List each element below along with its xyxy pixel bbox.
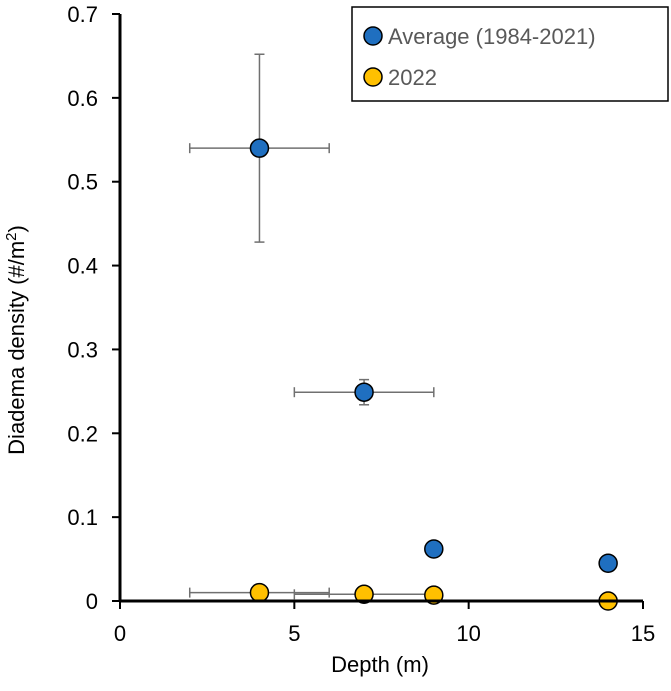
y-tick-label-7: 0.7	[67, 2, 98, 27]
legend-box	[351, 6, 669, 102]
axes	[118, 14, 643, 603]
data-point-s1-p0	[249, 582, 270, 603]
legend-marker-2022	[363, 67, 383, 87]
x-tick-label-0: 0	[114, 621, 126, 646]
data-point-s1-p1	[354, 584, 374, 605]
y-tick-label-6: 0.6	[67, 86, 98, 111]
y-tick-label-2: 0.2	[67, 421, 98, 446]
data-point-s0-p1	[354, 382, 374, 402]
y-tick-label-5: 0.5	[67, 170, 98, 195]
x-tick-label-2: 10	[456, 621, 480, 646]
error-bars	[188, 53, 435, 600]
data-point-s0-p2	[424, 539, 444, 559]
y-tick-label-1: 0.1	[67, 505, 98, 530]
y-axis-title: Diadema density (#/m2)	[3, 225, 29, 455]
y-tick-label-4: 0.4	[67, 254, 98, 279]
y-axis-title-main: Diadema density (#/m	[4, 241, 29, 455]
y-tick-label-0: 0	[86, 589, 98, 614]
data-points	[249, 138, 618, 611]
data-point-s0-p0	[249, 138, 270, 158]
y-axis-title-end: )	[4, 225, 29, 232]
x-axis-title: Depth (m)	[331, 652, 429, 677]
legend-marker-average	[363, 26, 383, 46]
y-tick-label-3: 0.3	[67, 337, 98, 362]
x-tick-label-3: 15	[631, 621, 655, 646]
ticks: 0 5 10 15 0 0.1 0.2 0.3 0.4 0.5 0.6 0.7	[67, 2, 655, 646]
y-axis-title-sup: 2	[3, 233, 20, 241]
x-tick-label-1: 5	[288, 621, 300, 646]
legend-label-average: Average (1984-2021)	[388, 24, 596, 49]
legend: Average (1984-2021) 2022	[351, 6, 669, 102]
legend-label-2022: 2022	[388, 65, 437, 90]
data-point-s0-p3	[598, 553, 618, 574]
